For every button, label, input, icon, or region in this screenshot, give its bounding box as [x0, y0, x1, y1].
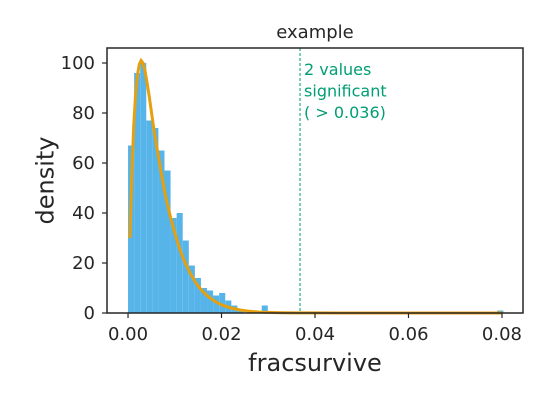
histogram-bar-4: [152, 128, 159, 313]
y-tick-label-5: 100: [61, 53, 95, 74]
histogram-bar-12: [200, 288, 208, 313]
histogram-bar-11: [194, 278, 201, 313]
histogram-bar-18: [237, 310, 244, 313]
x-axis-label: fracsurvive: [248, 349, 382, 377]
histogram-bar-9: [182, 240, 189, 313]
histogram-bar-5: [158, 150, 165, 313]
histogram-bar-10: [188, 265, 195, 313]
histogram-bar-13: [207, 290, 214, 313]
histogram-bar-6: [164, 170, 171, 313]
histogram-bar-14: [213, 295, 220, 313]
x-tick-label-2: 0.04: [295, 324, 335, 345]
y-tick-label-0: 0: [84, 303, 95, 324]
histogram-bars: [128, 63, 504, 313]
x-axis-ticks: 0.00 0.02 0.04 0.06 0.08: [108, 313, 522, 345]
x-tick-label-1: 0.02: [201, 324, 241, 345]
histogram-bar-8: [176, 213, 183, 313]
annotation-line-3: ( > 0.036): [304, 103, 386, 122]
y-tick-label-2: 40: [72, 203, 95, 224]
annotation-line-1: 2 values: [304, 60, 371, 79]
histogram-bar-1: [134, 73, 141, 313]
histogram-bar-15: [219, 293, 226, 313]
histogram-bar-19: [261, 305, 268, 313]
chart-title: example: [276, 22, 353, 43]
x-tick-label-4: 0.08: [482, 324, 522, 345]
y-tick-label-4: 80: [72, 103, 95, 124]
histogram-bar-2: [140, 63, 147, 313]
threshold-annotation: 2 values significant ( > 0.036): [304, 60, 387, 122]
x-tick-label-3: 0.06: [388, 324, 428, 345]
y-tick-label-1: 20: [72, 253, 95, 274]
histogram-bar-7: [170, 218, 177, 313]
histogram-bar-3: [146, 120, 153, 313]
annotation-line-2: significant: [304, 82, 387, 101]
y-axis-ticks: 0 20 40 60 80 100: [61, 53, 107, 324]
y-axis-label: density: [31, 137, 59, 225]
y-tick-label-3: 60: [72, 153, 95, 174]
x-tick-label-0: 0.00: [108, 324, 148, 345]
